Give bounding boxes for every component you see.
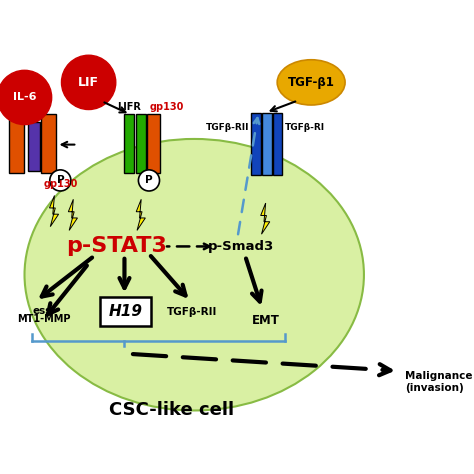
- Text: P: P: [56, 175, 64, 185]
- Text: TGF-β1: TGF-β1: [288, 76, 335, 89]
- Polygon shape: [136, 199, 146, 230]
- Text: ess: ess: [32, 306, 52, 316]
- FancyBboxPatch shape: [9, 114, 24, 173]
- Text: LIF: LIF: [78, 76, 99, 89]
- Text: p-Smad3: p-Smad3: [208, 240, 274, 253]
- Circle shape: [50, 170, 71, 191]
- Text: P: P: [145, 175, 153, 185]
- FancyBboxPatch shape: [100, 297, 151, 326]
- Circle shape: [138, 170, 160, 191]
- Text: TGFβ-RI: TGFβ-RI: [285, 123, 325, 132]
- Text: LIFR: LIFR: [118, 102, 141, 112]
- Text: CSC-like cell: CSC-like cell: [109, 401, 234, 419]
- FancyBboxPatch shape: [125, 114, 134, 173]
- Text: EMT: EMT: [252, 314, 280, 328]
- FancyBboxPatch shape: [28, 122, 40, 171]
- FancyBboxPatch shape: [273, 112, 283, 175]
- FancyBboxPatch shape: [136, 114, 146, 173]
- FancyBboxPatch shape: [262, 112, 272, 175]
- Circle shape: [62, 55, 116, 109]
- Text: gp130: gp130: [44, 179, 78, 189]
- Polygon shape: [49, 195, 59, 227]
- Ellipse shape: [277, 60, 345, 105]
- Text: Malignance
(invasion): Malignance (invasion): [405, 372, 473, 393]
- FancyBboxPatch shape: [42, 114, 56, 173]
- Text: TGFβ-RII: TGFβ-RII: [205, 123, 249, 132]
- Text: gp130: gp130: [150, 102, 184, 112]
- Polygon shape: [261, 203, 270, 234]
- Text: p-STAT3: p-STAT3: [66, 237, 167, 256]
- Polygon shape: [68, 199, 77, 230]
- FancyBboxPatch shape: [251, 112, 261, 175]
- Text: H19: H19: [108, 304, 142, 319]
- Ellipse shape: [25, 139, 364, 410]
- Text: IL-6: IL-6: [13, 92, 36, 102]
- Text: MT1-MMP: MT1-MMP: [17, 314, 71, 324]
- Circle shape: [0, 70, 52, 125]
- Text: TGFβ-RII: TGFβ-RII: [167, 307, 218, 317]
- FancyBboxPatch shape: [147, 114, 160, 173]
